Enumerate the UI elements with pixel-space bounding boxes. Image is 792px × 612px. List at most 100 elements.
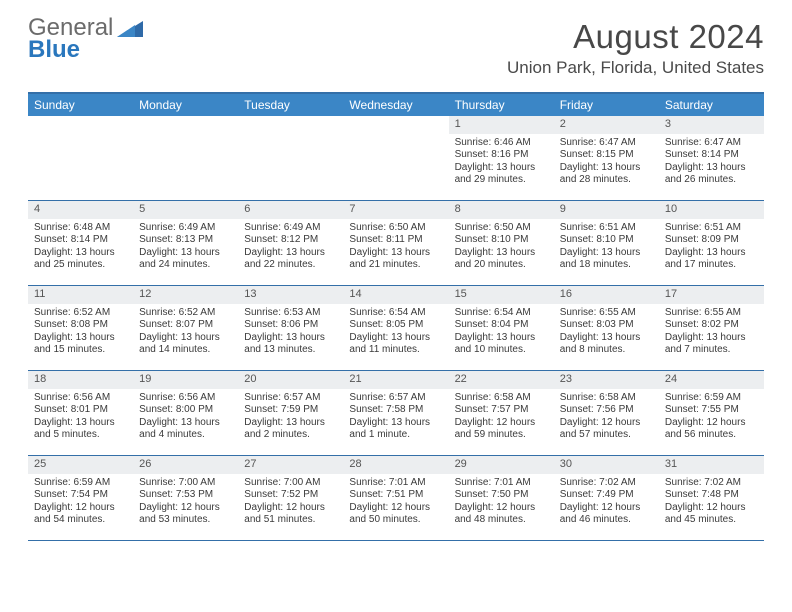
daylight1-text: Daylight: 13 hours (139, 247, 234, 260)
day-number: 12 (133, 286, 238, 304)
daylight1-text: Daylight: 12 hours (349, 502, 444, 515)
sunrise-text: Sunrise: 7:00 AM (244, 477, 339, 490)
daylight2-text: and 1 minute. (349, 429, 444, 442)
day-number: 3 (659, 116, 764, 134)
day-body: Sunrise: 7:00 AMSunset: 7:53 PMDaylight:… (133, 474, 238, 531)
day-number: 14 (343, 286, 448, 304)
daylight2-text: and 10 minutes. (455, 344, 550, 357)
day-number: 7 (343, 201, 448, 219)
sunrise-text: Sunrise: 6:48 AM (34, 222, 129, 235)
daylight2-text: and 24 minutes. (139, 259, 234, 272)
day-number: 22 (449, 371, 554, 389)
sunset-text: Sunset: 8:09 PM (665, 234, 760, 247)
sunset-text: Sunset: 8:12 PM (244, 234, 339, 247)
day-number: 19 (133, 371, 238, 389)
day-body: Sunrise: 6:50 AMSunset: 8:10 PMDaylight:… (449, 219, 554, 276)
day-number: 8 (449, 201, 554, 219)
day-header-row: Sunday Monday Tuesday Wednesday Thursday… (28, 94, 764, 116)
day-body: Sunrise: 6:46 AMSunset: 8:16 PMDaylight:… (449, 134, 554, 191)
daylight2-text: and 57 minutes. (560, 429, 655, 442)
day-cell: 1Sunrise: 6:46 AMSunset: 8:16 PMDaylight… (449, 116, 554, 200)
day-body: Sunrise: 7:01 AMSunset: 7:51 PMDaylight:… (343, 474, 448, 531)
sunrise-text: Sunrise: 7:01 AM (349, 477, 444, 490)
day-cell: 24Sunrise: 6:59 AMSunset: 7:55 PMDayligh… (659, 371, 764, 455)
day-cell: 5Sunrise: 6:49 AMSunset: 8:13 PMDaylight… (133, 201, 238, 285)
sunrise-text: Sunrise: 6:49 AM (244, 222, 339, 235)
sunrise-text: Sunrise: 6:59 AM (665, 392, 760, 405)
day-number: 30 (554, 456, 659, 474)
sunset-text: Sunset: 8:15 PM (560, 149, 655, 162)
daylight2-text: and 4 minutes. (139, 429, 234, 442)
sunset-text: Sunset: 7:54 PM (34, 489, 129, 502)
day-cell: 21Sunrise: 6:57 AMSunset: 7:58 PMDayligh… (343, 371, 448, 455)
sunset-text: Sunset: 8:13 PM (139, 234, 234, 247)
sunset-text: Sunset: 8:07 PM (139, 319, 234, 332)
day-body: Sunrise: 6:53 AMSunset: 8:06 PMDaylight:… (238, 304, 343, 361)
day-number: 17 (659, 286, 764, 304)
day-body: Sunrise: 6:47 AMSunset: 8:15 PMDaylight:… (554, 134, 659, 191)
sunset-text: Sunset: 8:10 PM (455, 234, 550, 247)
day-body: Sunrise: 6:55 AMSunset: 8:02 PMDaylight:… (659, 304, 764, 361)
daylight2-text: and 45 minutes. (665, 514, 760, 527)
sunset-text: Sunset: 8:14 PM (34, 234, 129, 247)
sunrise-text: Sunrise: 6:57 AM (244, 392, 339, 405)
day-body: Sunrise: 6:49 AMSunset: 8:12 PMDaylight:… (238, 219, 343, 276)
day-number: 31 (659, 456, 764, 474)
sunset-text: Sunset: 7:48 PM (665, 489, 760, 502)
daylight1-text: Daylight: 13 hours (560, 162, 655, 175)
daylight2-text: and 15 minutes. (34, 344, 129, 357)
day-cell: 14Sunrise: 6:54 AMSunset: 8:05 PMDayligh… (343, 286, 448, 370)
sunrise-text: Sunrise: 6:55 AM (560, 307, 655, 320)
day-cell: 15Sunrise: 6:54 AMSunset: 8:04 PMDayligh… (449, 286, 554, 370)
day-header: Monday (133, 94, 238, 116)
day-body: Sunrise: 7:02 AMSunset: 7:48 PMDaylight:… (659, 474, 764, 531)
sunrise-text: Sunrise: 6:54 AM (455, 307, 550, 320)
sunset-text: Sunset: 7:49 PM (560, 489, 655, 502)
daylight1-text: Daylight: 12 hours (455, 502, 550, 515)
weeks-container: 1Sunrise: 6:46 AMSunset: 8:16 PMDaylight… (28, 116, 764, 541)
day-cell: 28Sunrise: 7:01 AMSunset: 7:51 PMDayligh… (343, 456, 448, 540)
day-body: Sunrise: 6:52 AMSunset: 8:07 PMDaylight:… (133, 304, 238, 361)
day-number: 4 (28, 201, 133, 219)
day-cell: 11Sunrise: 6:52 AMSunset: 8:08 PMDayligh… (28, 286, 133, 370)
sunset-text: Sunset: 8:14 PM (665, 149, 760, 162)
logo-text: General Blue (28, 16, 143, 62)
day-number: 10 (659, 201, 764, 219)
sunset-text: Sunset: 8:04 PM (455, 319, 550, 332)
sunrise-text: Sunrise: 6:56 AM (139, 392, 234, 405)
sunset-text: Sunset: 8:03 PM (560, 319, 655, 332)
day-cell: 17Sunrise: 6:55 AMSunset: 8:02 PMDayligh… (659, 286, 764, 370)
sunrise-text: Sunrise: 7:01 AM (455, 477, 550, 490)
sunrise-text: Sunrise: 6:54 AM (349, 307, 444, 320)
sunset-text: Sunset: 7:53 PM (139, 489, 234, 502)
daylight1-text: Daylight: 12 hours (560, 417, 655, 430)
daylight2-text: and 53 minutes. (139, 514, 234, 527)
daylight1-text: Daylight: 13 hours (455, 332, 550, 345)
daylight1-text: Daylight: 13 hours (560, 247, 655, 260)
day-number: 26 (133, 456, 238, 474)
sunrise-text: Sunrise: 6:47 AM (665, 137, 760, 150)
daylight1-text: Daylight: 13 hours (139, 417, 234, 430)
sunset-text: Sunset: 7:51 PM (349, 489, 444, 502)
sunset-text: Sunset: 7:56 PM (560, 404, 655, 417)
daylight1-text: Daylight: 13 hours (34, 417, 129, 430)
sunrise-text: Sunrise: 6:57 AM (349, 392, 444, 405)
sunrise-text: Sunrise: 6:52 AM (139, 307, 234, 320)
sunrise-text: Sunrise: 6:51 AM (665, 222, 760, 235)
day-body: Sunrise: 6:54 AMSunset: 8:04 PMDaylight:… (449, 304, 554, 361)
daylight2-text: and 28 minutes. (560, 174, 655, 187)
day-number: 13 (238, 286, 343, 304)
day-body: Sunrise: 6:58 AMSunset: 7:57 PMDaylight:… (449, 389, 554, 446)
sunset-text: Sunset: 8:10 PM (560, 234, 655, 247)
day-header: Sunday (28, 94, 133, 116)
day-body: Sunrise: 6:51 AMSunset: 8:09 PMDaylight:… (659, 219, 764, 276)
week-row: 1Sunrise: 6:46 AMSunset: 8:16 PMDaylight… (28, 116, 764, 201)
day-number: 21 (343, 371, 448, 389)
daylight2-text: and 14 minutes. (139, 344, 234, 357)
day-cell (28, 116, 133, 200)
day-cell: 23Sunrise: 6:58 AMSunset: 7:56 PMDayligh… (554, 371, 659, 455)
sunrise-text: Sunrise: 6:49 AM (139, 222, 234, 235)
day-body: Sunrise: 6:56 AMSunset: 8:00 PMDaylight:… (133, 389, 238, 446)
day-number: 9 (554, 201, 659, 219)
sunset-text: Sunset: 8:02 PM (665, 319, 760, 332)
